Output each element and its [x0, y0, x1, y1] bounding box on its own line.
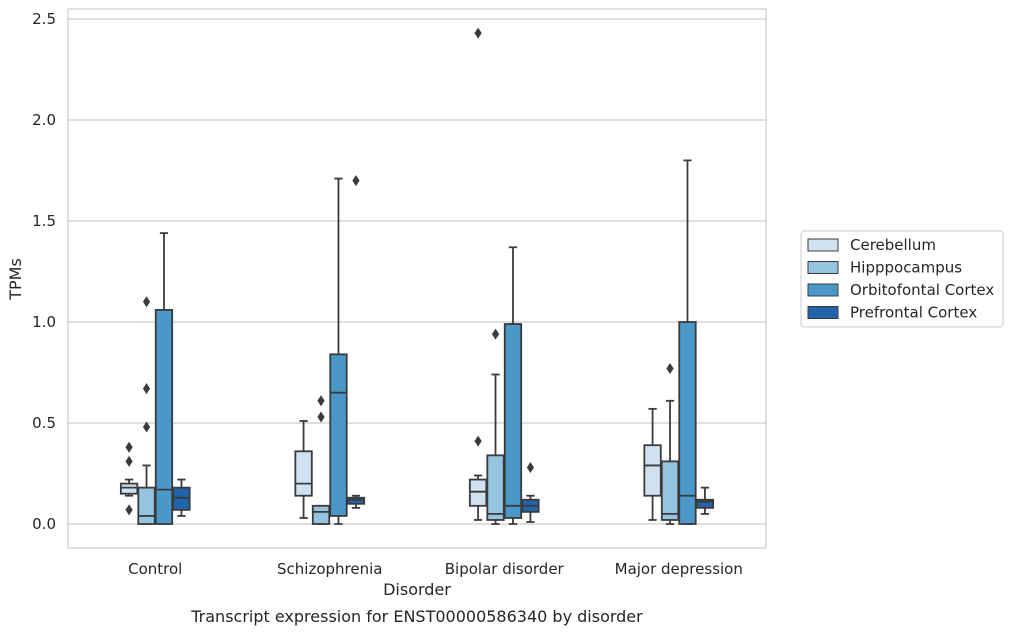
box [311, 395, 331, 525]
y-tick-label: 1.5 [32, 212, 56, 230]
legend-label: Orbitofontal Cortex [850, 281, 994, 299]
box [521, 461, 540, 523]
box-iqr [154, 308, 174, 525]
box-series [119, 27, 715, 525]
series-prefrontal-cortex [172, 175, 715, 523]
outlier-point [125, 455, 133, 467]
outlier-point [142, 421, 151, 433]
box [695, 486, 715, 515]
box-iqr [137, 486, 156, 525]
legend-swatch [807, 238, 839, 252]
series-orbitofontal-cortex [154, 159, 697, 525]
legend-item: Cerebellum [807, 236, 936, 254]
legend-swatch [807, 261, 839, 274]
box [503, 246, 523, 525]
outlier-point [352, 175, 360, 187]
outlier-point [526, 461, 535, 473]
box [660, 362, 680, 525]
box [329, 177, 348, 525]
y-tick-label: 1.0 [32, 313, 56, 331]
x-tick-label: Major depression [615, 560, 743, 578]
legend-frame [800, 230, 1004, 328]
box [294, 420, 313, 519]
legend-items: Cerebellum Hipppocampus Orbitofontal Corte… [807, 236, 994, 322]
legend-item: Hipppocampus [807, 259, 962, 277]
y-axis-label: TPMs [6, 258, 25, 301]
box-iqr [346, 496, 366, 505]
box [154, 232, 174, 525]
x-tick-labels: Control Schizophrenia Bipolar disorder Majo… [128, 560, 743, 578]
box [172, 478, 191, 517]
box-iqr [660, 460, 680, 521]
y-tick-label: 0.0 [32, 515, 56, 533]
box [643, 407, 662, 521]
outlier-point [474, 435, 482, 447]
outlier-point [474, 27, 482, 39]
grid-lines [68, 18, 766, 525]
legend-swatch [807, 306, 839, 319]
box-iqr [119, 482, 139, 495]
series-cerebellum [119, 27, 662, 521]
box-iqr [468, 478, 488, 507]
y-tick-label: 2.0 [32, 111, 56, 129]
x-tick-label: Schizophrenia [277, 560, 382, 578]
box [137, 296, 156, 525]
box-iqr [678, 321, 697, 525]
legend: Cerebellum Hipppocampus Orbitofontal Corte… [800, 230, 1004, 328]
box-iqr [311, 504, 331, 525]
outlier-point [317, 411, 325, 423]
series-hipppocampus [137, 296, 680, 525]
legend-swatch [807, 283, 839, 297]
outlier-point [142, 383, 151, 395]
plot-frame [67, 8, 767, 549]
y-tick-label: 2.5 [32, 10, 56, 28]
box [346, 175, 366, 509]
outlier-point [142, 296, 151, 308]
box [486, 328, 505, 525]
legend-label: Hipppocampus [850, 259, 962, 277]
chart-caption: Transcript expression for ENST0000058634… [190, 607, 643, 626]
box-iqr [172, 486, 191, 511]
box [119, 441, 139, 516]
legend-label: Prefrontal Cortex [850, 304, 977, 322]
x-axis-label: Disorder [383, 580, 451, 599]
box-iqr [503, 323, 523, 519]
y-tick-labels: 0.0 0.5 1.0 1.5 2.0 2.5 [32, 10, 56, 533]
box-iqr [294, 450, 313, 497]
box-iqr [486, 454, 505, 521]
outlier-point [125, 441, 133, 453]
outlier-point [125, 504, 133, 516]
legend-label: Cerebellum [850, 236, 936, 254]
box-iqr [329, 353, 348, 517]
y-tick-label: 0.5 [32, 414, 56, 432]
outlier-point [666, 362, 674, 374]
x-tick-label: Control [128, 560, 182, 578]
legend-item: Orbitofontal Cortex [807, 281, 994, 299]
box-iqr [643, 444, 662, 497]
box [678, 159, 697, 525]
x-tick-label: Bipolar disorder [445, 560, 565, 578]
legend-item: Prefrontal Cortex [807, 304, 977, 322]
box-iqr [695, 498, 715, 509]
outlier-point [317, 395, 325, 407]
box [468, 27, 488, 521]
outlier-point [491, 328, 500, 340]
